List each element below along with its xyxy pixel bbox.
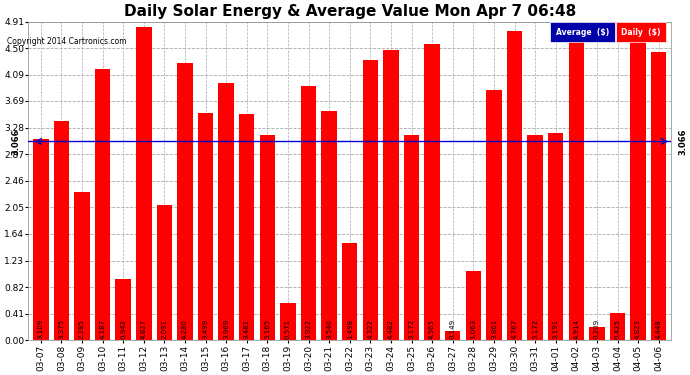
Text: 3.922: 3.922 — [306, 319, 312, 339]
Bar — [157, 205, 172, 340]
Text: 4.823: 4.823 — [635, 319, 641, 339]
Bar — [177, 63, 193, 340]
Bar — [115, 279, 131, 340]
Bar — [301, 86, 316, 340]
Bar — [631, 27, 646, 340]
Bar — [548, 133, 564, 340]
Text: Copyright 2014 Cartronics.com: Copyright 2014 Cartronics.com — [7, 38, 126, 46]
Bar — [54, 122, 69, 340]
Bar — [486, 90, 502, 340]
Text: 4.565: 4.565 — [429, 319, 435, 339]
Bar — [198, 113, 213, 340]
Text: 0.149: 0.149 — [450, 319, 455, 339]
Text: 0.425: 0.425 — [615, 319, 620, 339]
Text: 3.066: 3.066 — [12, 128, 21, 154]
Bar — [259, 135, 275, 340]
Text: 3.172: 3.172 — [408, 319, 415, 339]
Text: 4.280: 4.280 — [182, 319, 188, 339]
Bar — [466, 272, 481, 340]
Text: 0.942: 0.942 — [120, 319, 126, 339]
Bar — [610, 313, 625, 340]
Text: 0.571: 0.571 — [285, 319, 291, 339]
Text: 3.499: 3.499 — [203, 319, 208, 339]
Text: 4.448: 4.448 — [656, 319, 662, 339]
Text: 4.482: 4.482 — [388, 319, 394, 339]
Bar — [589, 327, 604, 340]
Bar — [239, 114, 255, 340]
Text: 0.209: 0.209 — [594, 319, 600, 339]
Bar — [75, 192, 90, 340]
Text: Average  ($): Average ($) — [556, 27, 609, 36]
Bar — [33, 139, 48, 340]
Text: 3.066: 3.066 — [679, 128, 688, 154]
Text: 3.540: 3.540 — [326, 319, 332, 339]
Title: Daily Solar Energy & Average Value Mon Apr 7 06:48: Daily Solar Energy & Average Value Mon A… — [124, 4, 576, 19]
Text: 3.109: 3.109 — [38, 319, 44, 339]
Bar — [280, 303, 296, 340]
Bar — [219, 83, 234, 340]
Bar — [342, 243, 357, 340]
Text: 3.165: 3.165 — [264, 319, 270, 339]
Bar — [506, 31, 522, 340]
Text: 4.767: 4.767 — [511, 319, 518, 339]
Bar — [651, 52, 667, 340]
Text: 2.285: 2.285 — [79, 319, 85, 339]
Text: 1.498: 1.498 — [347, 319, 353, 339]
Text: 3.481: 3.481 — [244, 319, 250, 339]
Text: Daily  ($): Daily ($) — [622, 27, 661, 36]
Text: 4.827: 4.827 — [141, 319, 147, 339]
Bar — [569, 21, 584, 340]
Text: 2.091: 2.091 — [161, 319, 168, 339]
Text: 3.191: 3.191 — [553, 319, 559, 339]
Text: 3.861: 3.861 — [491, 319, 497, 339]
Text: 4.914: 4.914 — [573, 319, 580, 339]
Text: 1.063: 1.063 — [471, 319, 476, 339]
Bar — [322, 111, 337, 340]
Bar — [363, 60, 378, 340]
Bar — [445, 331, 460, 340]
Bar — [95, 69, 110, 341]
Bar — [404, 135, 420, 340]
Bar — [383, 50, 399, 340]
Text: 4.322: 4.322 — [367, 319, 373, 339]
Bar — [527, 135, 543, 340]
Text: 4.187: 4.187 — [99, 319, 106, 339]
Bar — [424, 44, 440, 340]
Text: 3.969: 3.969 — [223, 319, 229, 339]
Text: 3.172: 3.172 — [532, 319, 538, 339]
Bar — [136, 27, 152, 341]
Text: 3.375: 3.375 — [59, 319, 64, 339]
